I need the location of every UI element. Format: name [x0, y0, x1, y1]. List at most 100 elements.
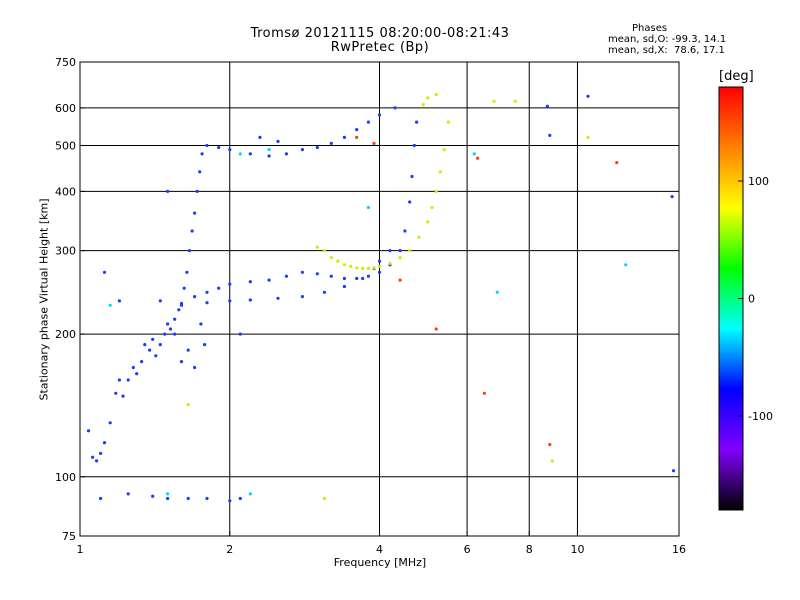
colorbar-ticks: 100 0 -100 [738, 175, 773, 423]
data-point-o [187, 249, 192, 253]
data-point-x [586, 135, 590, 139]
data-point-o [329, 141, 333, 145]
data-point-o [173, 332, 177, 336]
phase-heading: Phases [632, 23, 668, 34]
data-point-o [121, 394, 125, 398]
data-point-o [117, 378, 121, 382]
data-point-o [398, 249, 402, 253]
data-point-other [366, 205, 370, 210]
data-point-x [372, 266, 376, 270]
data-point-o [168, 327, 173, 331]
data-point-o [322, 290, 326, 294]
data-point-o [248, 298, 252, 302]
y-tick-label: 500 [55, 139, 76, 152]
data-point-other [398, 278, 402, 282]
data-point-o [102, 270, 107, 274]
colorbar-tick-label: 0 [748, 293, 755, 306]
data-point-other [166, 492, 170, 496]
data-point-o [205, 301, 209, 305]
data-point-o [315, 145, 319, 150]
data-point-x [349, 264, 353, 268]
chart-title: Tromsø 20121115 08:20:00-08:21:43 [250, 26, 510, 41]
data-point-o [198, 170, 202, 174]
data-point-o [361, 276, 365, 281]
data-point-o [182, 286, 186, 290]
data-point-o [177, 308, 181, 312]
data-point-o [86, 429, 91, 433]
data-point-o [173, 317, 177, 321]
x-tick-label: 10 [570, 543, 584, 556]
data-point-o [186, 348, 190, 352]
data-point-o [151, 337, 155, 341]
y-tick-label: 200 [55, 328, 76, 341]
data-point-other [472, 152, 476, 156]
data-point-o [193, 365, 197, 370]
data-point-o [199, 322, 203, 326]
data-point-x [434, 189, 438, 193]
data-point-o [377, 259, 382, 263]
data-point-o [228, 499, 232, 503]
data-point-o [193, 295, 197, 299]
data-point-o [366, 274, 370, 278]
y-tick-label: 600 [55, 102, 76, 115]
data-point-o [91, 455, 95, 459]
data-point-o [377, 270, 382, 274]
data-point-o [238, 496, 242, 501]
x-tick-label: 6 [464, 543, 471, 556]
x-tick-label: 16 [672, 543, 686, 556]
data-point-o [95, 459, 99, 463]
data-point-x [430, 205, 434, 210]
data-point-o [248, 152, 252, 156]
data-point-o [586, 94, 590, 98]
data-point-x [322, 249, 326, 253]
data-point-x [417, 235, 421, 239]
data-point-o [355, 276, 359, 281]
data-point-o [267, 154, 271, 158]
data-point-o [415, 120, 419, 124]
data-point-o [205, 143, 209, 148]
data-point-o [108, 421, 112, 425]
axis-ticks-layer: 1 2 4 6 8 10 16 75 100 200 300 400 500 600 750 [55, 56, 686, 556]
data-point-other [476, 156, 480, 160]
data-point-o [377, 113, 382, 117]
data-point-x [361, 266, 365, 271]
x-tick-label: 2 [226, 543, 233, 556]
data-point-o [267, 278, 271, 282]
data-point-o [545, 104, 550, 108]
data-point-o [342, 135, 346, 139]
data-point-o [193, 211, 197, 215]
data-point-x [366, 266, 370, 271]
x-tick-label: 4 [376, 543, 383, 556]
y-tick-label: 75 [62, 530, 76, 543]
data-point-x [329, 256, 333, 260]
data-point-x [550, 459, 554, 463]
data-point-o [166, 189, 170, 193]
data-point-o [393, 106, 397, 110]
data-point-other [248, 492, 252, 496]
data-point-o [300, 295, 304, 299]
data-point-o [200, 152, 204, 156]
data-point-x [336, 259, 340, 263]
data-point-o [190, 229, 194, 233]
colorbar-tick-label: -100 [748, 410, 773, 423]
data-point-x [388, 261, 392, 265]
data-point-x [398, 256, 402, 260]
data-point-o [355, 128, 359, 132]
data-point-x [355, 266, 359, 270]
data-point-o [179, 360, 184, 364]
data-point-o [276, 296, 280, 300]
data-point-o [185, 270, 189, 274]
data-point-o [403, 229, 407, 233]
data-point-x [513, 99, 517, 103]
data-point-o [217, 286, 221, 290]
data-point-o [238, 332, 242, 336]
data-point-other [624, 263, 628, 267]
data-point-o [163, 332, 167, 336]
data-point-o [140, 360, 144, 364]
data-point-o [203, 343, 207, 347]
data-point-o [228, 282, 232, 286]
data-point-o [300, 270, 304, 274]
y-tick-label: 300 [55, 245, 76, 258]
data-point-o [154, 354, 158, 358]
data-point-o [143, 343, 147, 347]
